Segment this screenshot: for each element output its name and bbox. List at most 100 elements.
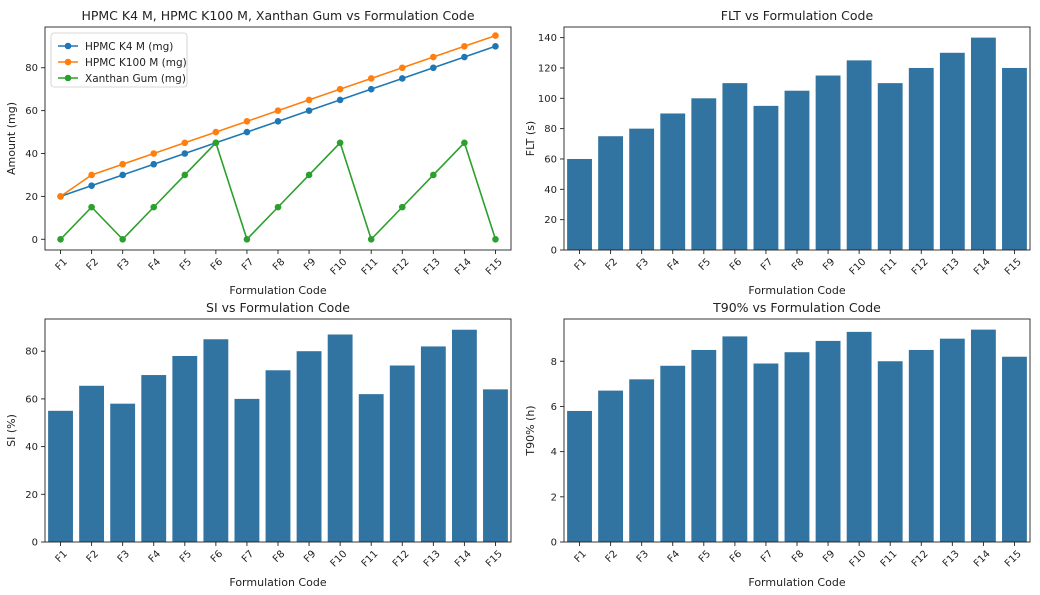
x-tick-label: F10 [329, 549, 350, 570]
legend-swatch-marker [64, 42, 72, 50]
bar-F2 [79, 385, 105, 542]
x-tick-label: F8 [790, 257, 806, 273]
x-tick-label: F11 [879, 549, 900, 570]
series-point-1-F2 [88, 171, 95, 179]
series-point-1-F5 [181, 139, 189, 147]
subplot-amount: HPMC K4 M, HPMC K100 M, Xanthan Gum vs F… [5, 8, 512, 297]
bar-F2 [598, 136, 624, 250]
bar-F13 [939, 52, 965, 250]
bar-F1 [567, 158, 592, 250]
bar-F4 [660, 365, 686, 542]
bar-F7 [234, 398, 260, 542]
bar-F6 [722, 83, 748, 250]
x-tick-label: F14 [972, 549, 993, 570]
chart-title: HPMC K4 M, HPMC K100 M, Xanthan Gum vs F… [81, 8, 474, 23]
bar-F15 [1002, 356, 1027, 542]
x-tick-label: F3 [635, 257, 651, 273]
series-point-0-F12 [398, 75, 406, 82]
bar-F5 [172, 355, 198, 542]
bar-F15 [1002, 67, 1027, 251]
series-point-1-F4 [150, 150, 158, 157]
series-point-1-F14 [461, 43, 468, 50]
series-point-2-F5 [181, 171, 189, 179]
x-tick-label: F1 [54, 257, 70, 273]
series-point-0-F15 [492, 43, 499, 50]
series-point-1-F1 [57, 193, 64, 200]
y-axis-label: FLT (s) [524, 121, 537, 156]
x-tick-label: F12 [910, 257, 931, 278]
series-line-2 [59, 141, 497, 241]
x-tick-label: F6 [209, 257, 225, 273]
series-point-0-F13 [430, 64, 437, 72]
bar-F11 [358, 394, 384, 542]
x-tick-label: F13 [941, 549, 962, 570]
y-tick-label: 2 [551, 492, 557, 503]
series-point-2-F1 [57, 235, 64, 243]
bar-F10 [846, 60, 872, 251]
chart-title: FLT vs Formulation Code [721, 8, 874, 23]
x-tick-label: F15 [484, 257, 505, 278]
subplot-t90: T90% vs Formulation Code 0 2 4 6 8 F1 F2 F3 F4 F5 F… [524, 300, 1031, 589]
series-point-2-F15 [492, 235, 499, 243]
series-point-1-F8 [274, 107, 282, 114]
x-tick-label: F9 [302, 257, 318, 273]
y-tick-label: 80 [25, 63, 38, 74]
y-tick-label: 20 [25, 192, 38, 203]
bar-F11 [877, 83, 903, 250]
series-point-0-F2 [88, 182, 95, 189]
bar-F8 [265, 370, 291, 542]
bar-F5 [691, 349, 717, 542]
legend-swatch-marker [64, 58, 72, 66]
x-tick-label: F13 [941, 257, 962, 278]
series-point-1-F3 [119, 160, 126, 168]
bar-F7 [753, 363, 779, 542]
series-point-0-F5 [181, 150, 189, 157]
x-tick-label: F9 [821, 549, 837, 565]
y-tick-label: 60 [25, 394, 38, 405]
x-axis-label: Formulation Code [229, 576, 326, 589]
x-tick-label: F3 [116, 549, 132, 565]
y-tick-label: 0 [551, 538, 557, 549]
bar-F3 [629, 128, 655, 250]
series-point-1-F7 [243, 118, 251, 125]
bar-F6 [722, 336, 748, 542]
x-axis-label: Formulation Code [748, 284, 845, 297]
x-tick-label: F14 [453, 257, 474, 278]
chart-title: SI vs Formulation Code [206, 300, 350, 315]
series-point-0-F9 [305, 107, 313, 114]
bar-F14 [970, 329, 996, 542]
x-tick-label: F6 [728, 549, 744, 565]
x-tick-label: F7 [759, 549, 775, 565]
series-point-1-F13 [430, 53, 437, 61]
bar-F1 [567, 410, 592, 542]
x-tick-label: F10 [848, 549, 869, 570]
legend: HPMC K4 M (mg) HPMC K100 M (mg) Xanthan Gu… [50, 32, 188, 88]
series-point-2-F3 [119, 235, 126, 243]
bar-F11 [877, 361, 903, 542]
series-point-0-F7 [243, 128, 251, 136]
series-point-0-F14 [461, 53, 468, 61]
series-point-0-F4 [150, 160, 158, 168]
bar-F3 [110, 403, 136, 542]
x-tick-label: F15 [1003, 549, 1024, 570]
y-tick-label: 40 [544, 185, 557, 196]
bar-F12 [389, 365, 415, 542]
y-tick-label: 20 [544, 215, 557, 226]
x-tick-label: F15 [1003, 257, 1024, 278]
bar-F9 [296, 351, 322, 542]
bar-F12 [908, 67, 934, 251]
x-tick-label: F13 [422, 257, 443, 278]
series-point-2-F9 [305, 171, 313, 179]
bar-F4 [141, 375, 167, 542]
bar-F10 [846, 331, 872, 542]
x-tick-label: F4 [147, 549, 163, 565]
series-point-0-F3 [119, 171, 126, 179]
x-tick-label: F14 [453, 549, 474, 570]
x-tick-label: F10 [848, 257, 869, 278]
y-tick-label: 60 [25, 106, 38, 117]
x-tick-label: F10 [329, 257, 350, 278]
x-tick-label: F8 [271, 549, 287, 565]
bar-F9 [815, 340, 841, 542]
x-tick-label: F2 [85, 257, 101, 273]
